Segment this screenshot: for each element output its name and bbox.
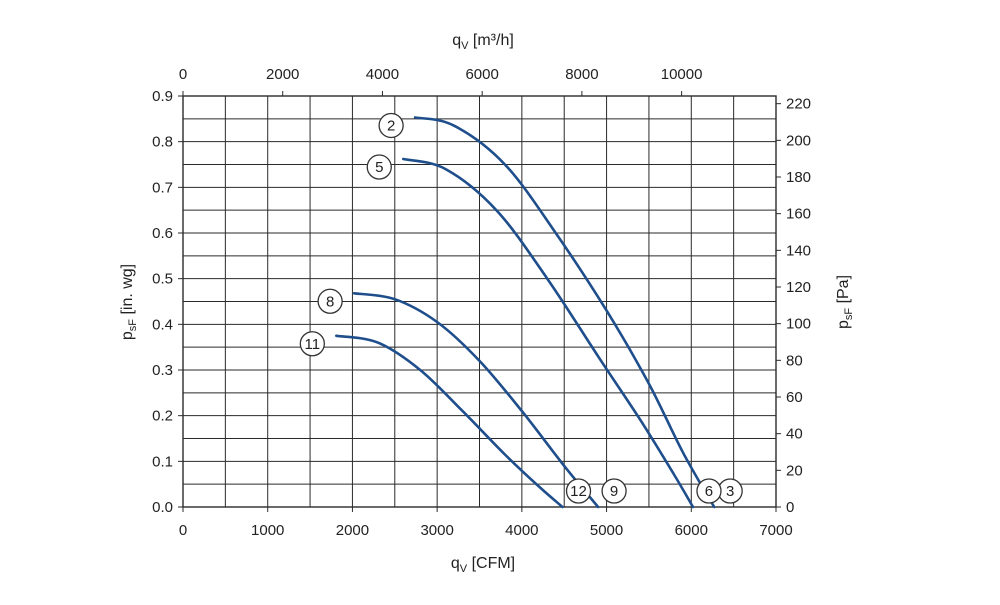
curve-labels: 2 3 5 6 8 9 11 12 (299, 112, 743, 504)
y-right-tick-label: 100 (786, 316, 811, 333)
curve-label-9: 9 (601, 478, 627, 504)
y-right-axis-title: psF [Pa] (835, 275, 855, 329)
y-left-tick-label: 0.5 (152, 271, 173, 288)
x-top-axis-title: qV [m³/h] (452, 32, 514, 52)
y-left-tick-label: 0.3 (152, 362, 173, 379)
y-right-tick-label: 180 (786, 169, 811, 186)
y-left-tick-label: 0.6 (152, 225, 173, 242)
x-top-tick-label: 8000 (565, 66, 598, 83)
curves (335, 116, 716, 509)
curve-label-text: 6 (705, 483, 713, 500)
curve-label-circle (696, 478, 722, 504)
curve-label-text: 12 (570, 483, 587, 500)
curve-label-circle (378, 112, 404, 139)
grid-lines (182, 95, 777, 508)
y-right-tick-label: 160 (786, 206, 811, 223)
x-bottom-tick-label: 1000 (251, 522, 284, 539)
y-right-tick-label: 80 (786, 352, 803, 369)
curve-label-text: 11 (305, 336, 321, 353)
y-left-tick-label: 0.2 (152, 408, 173, 425)
curve-label-3: 3 (717, 478, 743, 504)
curve-label-text: 5 (375, 159, 383, 176)
y-left-tick-label: 0.1 (152, 453, 173, 470)
curve-label-12: 12 (565, 478, 592, 504)
y-left-tick-label: 0.9 (152, 88, 173, 105)
y-right-tick-label: 220 (786, 96, 811, 113)
curve-label-circle (317, 288, 343, 314)
y-left-tick-label: 0.4 (152, 316, 173, 333)
curve-label-text: 2 (387, 117, 395, 134)
curve-label-circle (299, 331, 325, 357)
curve-label-5: 5 (366, 154, 392, 180)
curve-label-11: 11 (299, 331, 325, 357)
x-bottom-tick-label: 2000 (336, 522, 369, 539)
y-left-tick-label: 0.8 (152, 134, 173, 151)
y-left-tick-label: 0.7 (152, 179, 173, 196)
curve-label-circle (366, 154, 392, 180)
x-bottom-tick-label: 6000 (675, 522, 708, 539)
curve-label-8: 8 (317, 288, 343, 314)
x-bottom-tick-label: 5000 (590, 522, 623, 539)
y-right-tick-label: 140 (786, 242, 811, 259)
curve-2-3 (413, 116, 716, 509)
x-bottom-tick-label: 0 (179, 522, 187, 539)
curve-5-6 (402, 157, 695, 509)
x-bottom-tick-label: 3000 (420, 522, 453, 539)
curve-8-9 (352, 292, 600, 509)
y-left-axis-title: psF [in. wg] (119, 264, 139, 340)
x-bottom-axis-title: qV [CFM] (451, 555, 515, 575)
curve-label-circle (565, 478, 592, 504)
x-top-tick-label: 2000 (266, 66, 299, 83)
x-top-tick-label: 6000 (465, 66, 498, 83)
y-right-tick-label: 40 (786, 426, 803, 443)
y-right-tick-label: 20 (786, 462, 803, 479)
y-left-tick-label: 0.0 (152, 499, 173, 516)
curve-label-2: 2 (378, 112, 404, 139)
curve-label-text: 3 (726, 483, 734, 500)
curve-label-6: 6 (696, 478, 722, 504)
curve-label-circle (601, 478, 627, 504)
x-top-tick-label: 10000 (661, 66, 703, 83)
x-bottom-tick-label: 7000 (759, 522, 792, 539)
plot-frame (182, 95, 777, 508)
y-right-tick-label: 0 (786, 499, 794, 516)
y-right-tick-label: 60 (786, 389, 803, 406)
curve-label-text: 8 (326, 293, 334, 310)
x-top-tick-label: 4000 (366, 66, 399, 83)
y-right-tick-label: 120 (786, 279, 811, 296)
x-top-tick-label: 0 (179, 66, 187, 83)
curve-11-12 (335, 334, 564, 509)
x-bottom-tick-label: 4000 (505, 522, 538, 539)
curve-label-text: 9 (610, 483, 618, 500)
y-right-tick-label: 200 (786, 132, 811, 149)
